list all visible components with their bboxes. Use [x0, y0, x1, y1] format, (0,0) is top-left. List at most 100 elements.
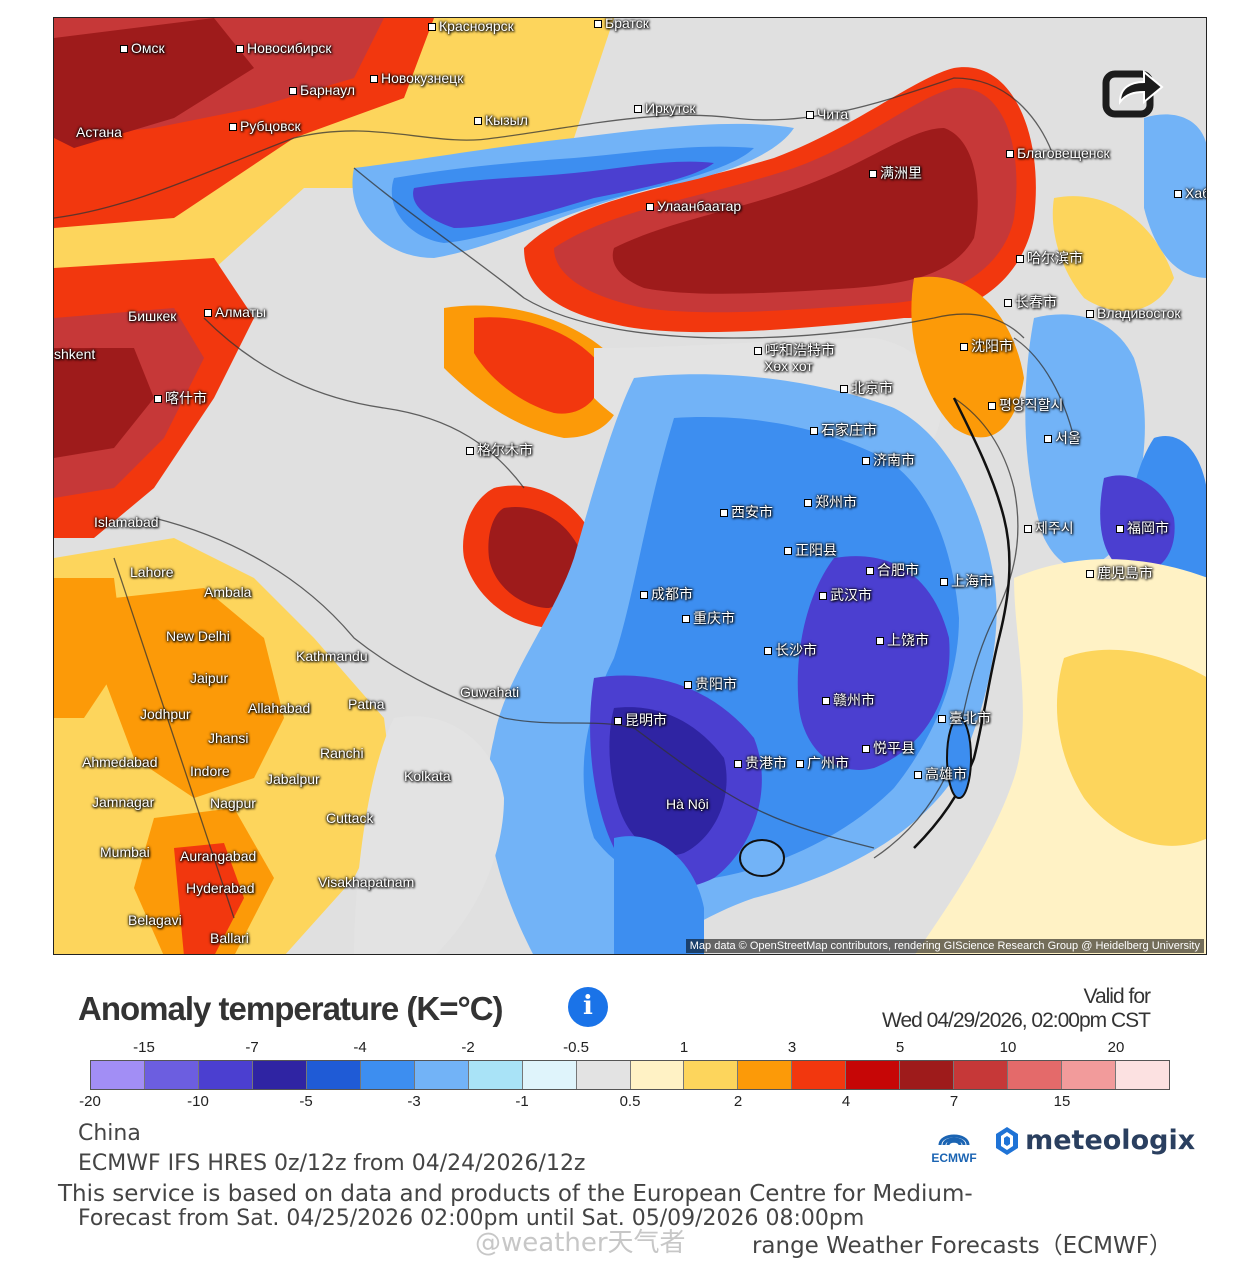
color-scale-cell: [630, 1061, 685, 1089]
city-label-nagpur: Nagpur: [210, 795, 256, 811]
city-label-hyderabad: Hyderabad: [186, 880, 255, 896]
city-label-guwahati: Guwahati: [460, 684, 520, 700]
city-label-newdelhi: New Delhi: [166, 628, 230, 644]
model-run-label: ECMWF IFS HRES 0z/12z from 04/24/2026/12…: [78, 1151, 586, 1176]
city-label-hohhot: 呼和浩特市: [754, 340, 835, 360]
color-scale-cell: [1062, 1061, 1117, 1089]
city-label-jinan: 济南市: [862, 450, 915, 470]
city-label-kyzyl: Кызыл: [474, 112, 528, 128]
city-label-belagavi: Belagavi: [128, 912, 182, 928]
city-label-kagoshima: 鹿児島市: [1086, 563, 1153, 583]
city-label-kaohsiung: 高雄市: [914, 764, 967, 784]
city-label-ranchi: Ranchi: [320, 745, 364, 761]
city-label-chengdu: 成都市: [640, 584, 693, 604]
city-label-vladivostok: Владивосток: [1086, 305, 1181, 321]
city-label-cuttack: Cuttack: [326, 810, 374, 826]
city-label-patna: Patna: [348, 696, 385, 712]
city-label-jamnagar: Jamnagar: [92, 794, 155, 810]
city-label-jabalpur: Jabalpur: [266, 771, 320, 787]
city-label-guiyang: 贵阳市: [684, 674, 737, 694]
scale-tick-bottom: 0.5: [619, 1093, 641, 1110]
scale-tick-bottom: 4: [841, 1093, 851, 1110]
color-scale-cell: [576, 1061, 631, 1089]
city-label-kathmandu: Kathmandu: [296, 648, 368, 664]
scale-tick-top: -0.5: [563, 1039, 589, 1056]
city-label-krasnoyarsk: Красноярск: [428, 18, 514, 34]
scale-tick-bottom: 7: [949, 1093, 959, 1110]
city-label-irkutsk: Иркутск: [634, 100, 696, 116]
scale-tick-top: -2: [461, 1039, 475, 1056]
anomaly-field: [54, 18, 1206, 954]
service-notice-line1: This service is based on data and produc…: [58, 1181, 973, 1207]
region-label: China: [78, 1121, 141, 1146]
city-label-chita: Чита: [806, 106, 848, 122]
color-scale-cell: [684, 1061, 739, 1089]
city-label-ulaanbaatar: Улаанбаатар: [646, 198, 741, 214]
forecast-range-label: Forecast from Sat. 04/25/2026 02:00pm un…: [78, 1206, 865, 1231]
city-label-ahmedabad: Ahmedabad: [82, 754, 158, 770]
city-label-blagoveshchensk: Благовещенск: [1006, 145, 1110, 161]
city-label-barnaul: Барнаул: [289, 82, 355, 98]
city-label-lahore: Lahore: [130, 564, 174, 580]
city-label-pyongyang: 평양직할시: [988, 395, 1063, 415]
city-label-mumbai: Mumbai: [100, 844, 150, 860]
city-label-astana: Астана: [76, 124, 122, 140]
color-scale-cell: [198, 1061, 253, 1089]
weibo-watermark: @weather天气者: [475, 1228, 686, 1258]
city-label-indore: Indore: [190, 763, 230, 779]
color-scale-cell: [900, 1061, 955, 1089]
color-scale-cell: [1008, 1061, 1063, 1089]
city-label-jodhpur: Jodhpur: [140, 706, 191, 722]
color-scale-cell: [414, 1061, 469, 1089]
city-label-ganzhou: 赣州市: [822, 690, 875, 710]
city-label-hanoi: Hà Nội: [666, 796, 709, 812]
ecmwf-logo-text: ECMWF: [931, 1151, 977, 1165]
city-label-novosibirsk: Новосибирск: [236, 40, 332, 56]
city-label-jeju: 제주시: [1024, 518, 1074, 538]
info-icon[interactable]: i: [568, 987, 608, 1027]
color-scale-cell: [954, 1061, 1009, 1089]
valid-time: Wed 04/29/2026, 02:00pm CST: [882, 1009, 1151, 1032]
city-label-kolkata: Kolkata: [404, 768, 451, 784]
city-label-taipei: 臺北市: [938, 708, 991, 728]
color-scale-cell: [144, 1061, 199, 1089]
map-attribution: Map data © OpenStreetMap contributors, r…: [685, 939, 1204, 953]
scale-tick-top: -4: [353, 1039, 367, 1056]
city-label-beijing: 北京市: [840, 378, 893, 398]
city-label-wuping: 悦平县: [862, 738, 915, 758]
color-scale-cell: [468, 1061, 523, 1089]
city-label-allahabad: Allahabad: [248, 700, 311, 716]
city-label-bratsk: Братск: [594, 18, 649, 31]
city-label-ambala: Ambala: [204, 584, 252, 600]
scale-tick-bottom: 2: [733, 1093, 743, 1110]
color-scale-cell: [1116, 1061, 1170, 1089]
scale-tick-top: 1: [679, 1039, 689, 1056]
scale-tick-top: 20: [1107, 1039, 1125, 1056]
color-scale-cell: [792, 1061, 847, 1089]
color-scale-cell: [360, 1061, 415, 1089]
service-notice-line2: range Weather Forecasts（ECMWF）: [751, 1233, 1172, 1259]
scale-tick-top: -7: [245, 1039, 259, 1056]
color-scale: [90, 1060, 1170, 1090]
scale-tick-top: 5: [895, 1039, 905, 1056]
city-label-rubtsovsk: Рубцовск: [229, 118, 301, 134]
city-label-islamabad: Islamabad: [94, 514, 159, 530]
scale-tick-bottom: -20: [79, 1093, 101, 1110]
scale-tick-bottom: -3: [407, 1093, 421, 1110]
city-label-omsk: Омск: [120, 40, 165, 56]
city-label-manzhouli: 满洲里: [869, 163, 922, 183]
meteologix-mark-icon: [996, 1126, 1018, 1155]
temperature-anomaly-map[interactable]: Омск Новосибирск Красноярск Братск Новок…: [53, 17, 1207, 955]
scale-tick-bottom: 15: [1053, 1093, 1071, 1110]
share-icon[interactable]: [1102, 60, 1166, 124]
meteologix-wordmark: meteologix: [1025, 1125, 1196, 1156]
city-label-tashkent: shkent: [54, 346, 96, 362]
city-label-hohhot-mn: Хөх хот: [764, 358, 813, 374]
color-scale-cell: [91, 1061, 145, 1089]
city-label-visakhapatnam: Visakhapatnam: [318, 874, 415, 890]
color-scale-cell: [738, 1061, 793, 1089]
city-label-zhengzhou: 郑州市: [804, 492, 857, 512]
legend-title: Anomaly temperature (K=°C): [78, 990, 504, 1027]
color-scale-cell: [846, 1061, 901, 1089]
city-label-changsha: 长沙市: [764, 640, 817, 660]
